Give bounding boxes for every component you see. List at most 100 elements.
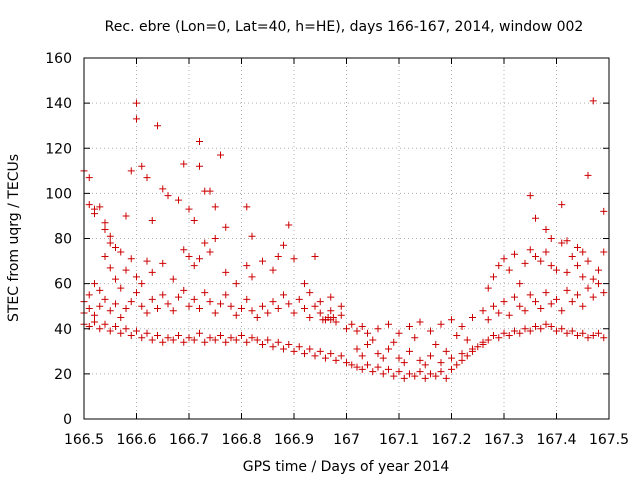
data-point: [133, 327, 140, 335]
data-point: [180, 160, 188, 168]
data-point: [348, 361, 356, 369]
data-point: [589, 275, 597, 283]
data-point: [222, 268, 230, 276]
data-point: [463, 336, 471, 344]
data-point: [101, 295, 109, 303]
y-tick-label: 20: [54, 367, 72, 383]
data-point: [589, 332, 597, 340]
data-point: [248, 307, 256, 315]
data-point: [537, 304, 545, 312]
data-point: [154, 304, 161, 312]
data-point: [232, 280, 240, 288]
data-point: [379, 354, 387, 362]
data-point: [448, 365, 455, 373]
data-point: [117, 329, 125, 337]
data-point: [211, 235, 219, 242]
data-point: [91, 280, 98, 288]
data-point: [500, 255, 508, 263]
data-point: [138, 162, 146, 170]
data-point: [159, 259, 167, 267]
data-point: [500, 329, 508, 337]
data-point: [329, 313, 337, 321]
data-point: [337, 311, 345, 319]
data-point: [133, 99, 140, 107]
data-point: [484, 336, 492, 344]
data-point: [469, 313, 476, 321]
data-point: [521, 259, 529, 267]
data-point: [238, 332, 245, 340]
data-point: [222, 338, 230, 346]
y-axis-label: STEC from uqrg / TECUs: [6, 154, 22, 322]
data-point: [500, 298, 508, 306]
data-point: [243, 262, 251, 270]
data-point: [542, 289, 550, 297]
data-point: [117, 284, 125, 292]
data-point: [122, 266, 130, 274]
data-point: [327, 293, 335, 301]
data-point: [516, 302, 524, 310]
data-point: [285, 300, 293, 308]
data-point: [416, 368, 424, 376]
data-point: [421, 374, 429, 382]
data-point: [117, 248, 125, 256]
y-tick-labels: 0 20 40 60 80 100 120 140 160: [45, 51, 72, 428]
data-point: [154, 332, 161, 340]
data-point: [547, 322, 555, 330]
data-point: [547, 300, 555, 308]
data-point: [169, 307, 177, 315]
data-point: [143, 309, 151, 317]
data-point: [101, 219, 109, 227]
data-point: [316, 298, 324, 306]
y-tick-label: 160: [45, 51, 72, 67]
data-point: [311, 253, 319, 261]
data-point: [85, 291, 93, 299]
data-point: [385, 320, 392, 328]
data-point: [143, 174, 151, 182]
data-point: [526, 327, 534, 335]
x-tick-label: 167.4: [536, 432, 576, 448]
data-point: [232, 311, 240, 319]
data-points: [80, 97, 608, 382]
data-point: [369, 336, 377, 344]
data-point: [374, 350, 382, 358]
data-point: [511, 327, 518, 335]
data-point: [332, 356, 340, 364]
x-tick-label: 167.2: [431, 432, 471, 448]
data-point: [201, 338, 209, 346]
data-point: [516, 329, 524, 337]
data-point: [364, 361, 371, 369]
data-point: [280, 291, 287, 299]
data-point: [259, 341, 266, 349]
data-point: [253, 313, 261, 321]
data-point: [290, 309, 298, 317]
chart-title: Rec. ebre (Lon=0, Lat=40, h=HE), days 16…: [105, 19, 584, 35]
data-point: [558, 239, 566, 247]
grid-lines: [84, 58, 609, 419]
data-point: [463, 352, 471, 360]
data-point: [595, 266, 602, 274]
data-point: [505, 332, 513, 340]
data-point: [106, 307, 114, 315]
data-point: [206, 248, 214, 256]
data-point: [196, 304, 203, 312]
x-tick-label: 167.1: [379, 432, 419, 448]
data-point: [553, 327, 560, 335]
data-point: [526, 192, 534, 200]
data-point: [248, 273, 256, 281]
data-point: [148, 268, 156, 276]
data-point: [206, 334, 214, 342]
data-point: [138, 302, 146, 310]
data-point: [400, 359, 408, 367]
data-point: [584, 257, 592, 265]
data-point: [169, 336, 177, 344]
data-point: [133, 289, 140, 297]
data-point: [511, 293, 518, 301]
data-point: [458, 356, 466, 364]
data-point: [568, 253, 576, 261]
data-point: [390, 372, 398, 380]
data-point: [217, 332, 224, 340]
data-point: [568, 327, 576, 335]
data-point: [243, 203, 251, 211]
data-point: [259, 302, 266, 310]
data-point: [353, 363, 361, 371]
